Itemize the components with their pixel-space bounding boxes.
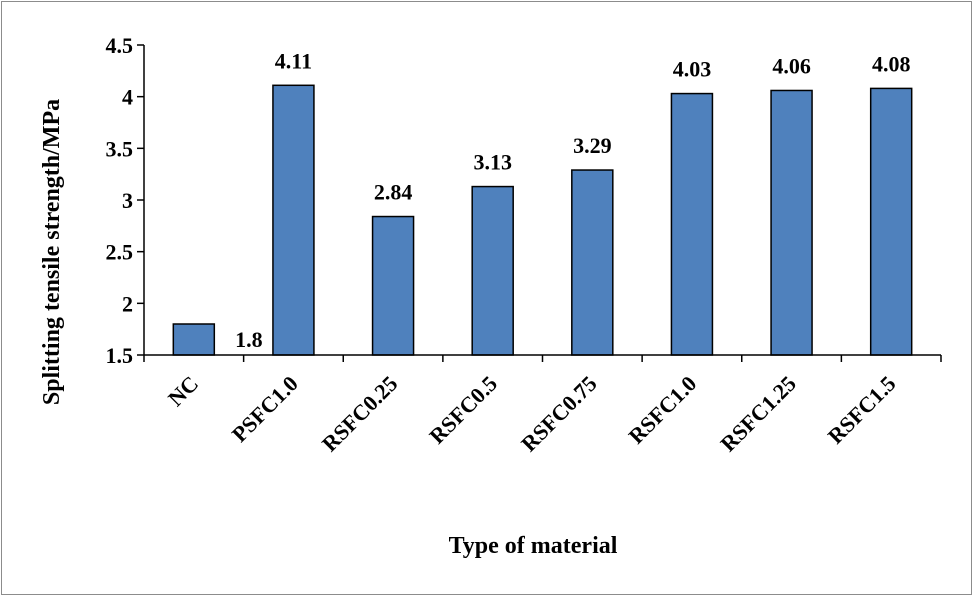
data-label: 4.03 [673, 57, 712, 82]
y-tick-label: 3.5 [106, 136, 134, 161]
data-label: 3.29 [573, 133, 612, 158]
y-tick-label: 2.5 [106, 240, 134, 265]
data-labels-group: 1.8 4.11 2.84 3.13 3.29 4.03 4.06 4.08 [235, 48, 910, 352]
bar [670, 92, 714, 356]
bar [371, 215, 415, 356]
bar [869, 87, 913, 356]
y-tick-label: 3 [122, 188, 133, 213]
y-tick-label: 1.5 [106, 343, 134, 368]
bars-group [172, 84, 913, 356]
x-ticks-group: NC PSFC1.0 RSFC0.25 RSFC0.5 RSFC0.75 RSFC1.0 R… [143, 355, 942, 457]
data-label: 4.11 [275, 48, 312, 73]
y-tick-label: 4.5 [106, 33, 134, 58]
x-tick-label: PSFC1.0 [227, 371, 303, 447]
y-ticks-group: 1.5 2 2.5 3 3.5 4 4.5 [106, 33, 144, 368]
bar [571, 169, 614, 356]
x-tick-label: RSFC1.5 [823, 371, 901, 449]
data-label: 2.84 [374, 180, 413, 205]
x-tick-label: RSFC0.25 [317, 371, 403, 457]
x-tick-label: RSFC0.75 [516, 371, 602, 457]
axes-group [143, 45, 941, 356]
x-axis-title: Type of material [449, 533, 618, 559]
bar [471, 185, 514, 356]
x-tick-label: NC [163, 371, 203, 411]
y-tick-label: 2 [122, 291, 133, 316]
data-label: 4.08 [872, 51, 911, 76]
data-label: 4.06 [772, 53, 811, 78]
data-label: 3.13 [473, 150, 512, 175]
y-axis-title: Splitting tensile strength/MPa [39, 99, 65, 405]
bar [272, 84, 315, 356]
bar [172, 323, 216, 356]
data-label: 1.8 [235, 327, 263, 352]
bar [770, 89, 813, 356]
y-tick-label: 4 [122, 85, 133, 110]
x-tick-label: RSFC1.0 [624, 371, 702, 449]
x-tick-label: RSFC1.25 [715, 371, 801, 457]
x-tick-label: RSFC0.5 [424, 371, 502, 449]
